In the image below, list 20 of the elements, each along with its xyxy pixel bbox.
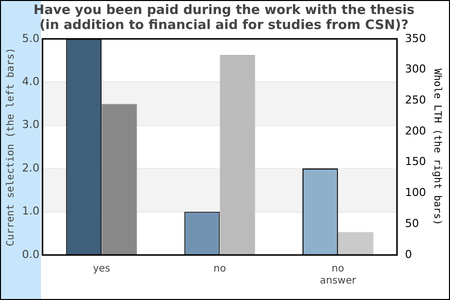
y2-tick-label: 350 — [405, 32, 426, 45]
y-tick-label: 1.0 — [22, 204, 40, 218]
chart-title: Have you been paid during the work with the thesis (in addition to financial aid for studies from CSN)? — [33, 2, 415, 33]
y2-tick-label: 100 — [405, 186, 426, 200]
y2-tick-label: 150 — [405, 155, 426, 168]
y2-tick-label: 300 — [405, 62, 426, 76]
y-tick-label: 4.0 — [22, 74, 40, 88]
y-axis-title: Current selection (the left bars) — [6, 48, 17, 246]
y2-tick-label: 0 — [405, 248, 412, 261]
y2-axis-title: Whole LTH (the right bars) — [431, 68, 442, 226]
y2-tick-label: 50 — [405, 216, 420, 230]
y-tick-label: 3.0 — [22, 118, 40, 132]
x-tick-label: no — [214, 264, 226, 275]
y-tick-label: 2.0 — [22, 161, 40, 174]
x-tick-label: yes — [92, 264, 110, 275]
x-tick-label: no answer — [320, 264, 357, 287]
y-tick-label: 0.0 — [22, 248, 40, 261]
y2-tick-label: 200 — [405, 124, 426, 138]
y2-tick-label: 250 — [405, 94, 426, 106]
y-tick-label: 5.0 — [22, 32, 40, 45]
